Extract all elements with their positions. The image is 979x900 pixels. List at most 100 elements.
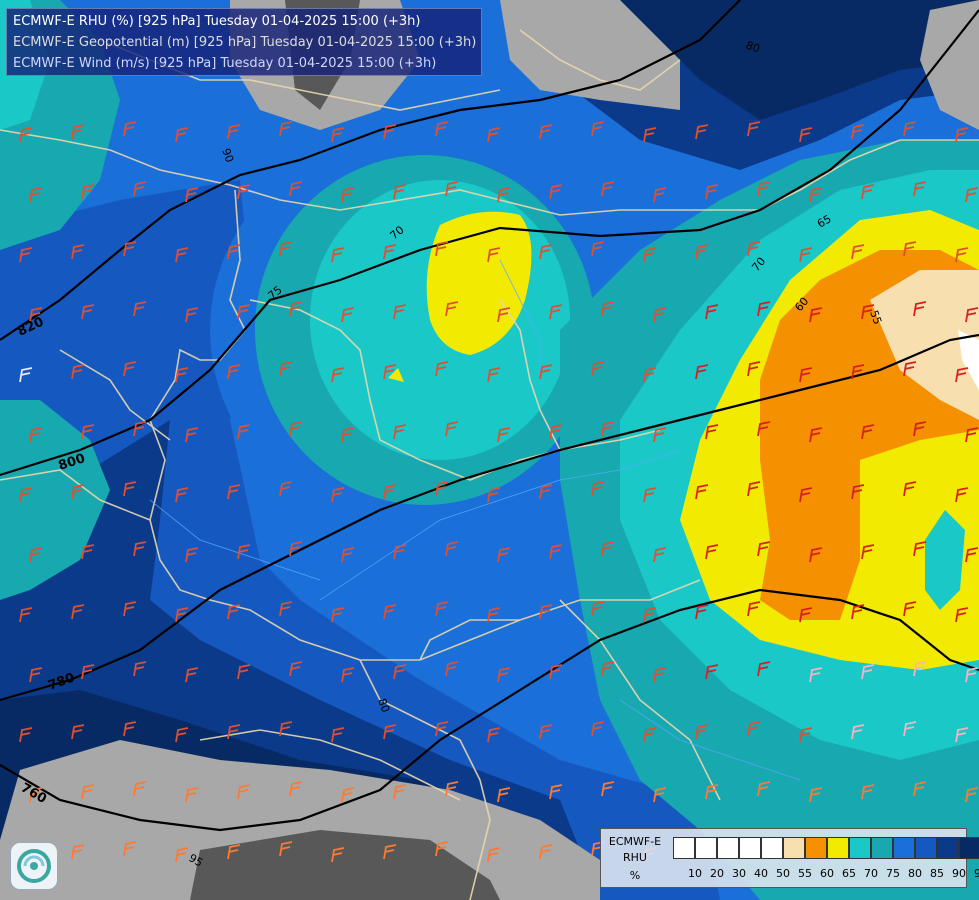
wind-barb <box>747 361 761 377</box>
wind-barb <box>643 127 657 143</box>
wind-barb <box>861 664 875 680</box>
wind-barb <box>497 427 511 443</box>
wind-barb <box>955 367 969 383</box>
wind-barb <box>643 607 657 623</box>
wind-barb <box>601 661 615 677</box>
wind-barb <box>903 241 917 257</box>
wind-barb <box>393 304 407 320</box>
legend-swatch <box>915 837 937 859</box>
wind-barb <box>913 421 927 437</box>
wind-barb <box>133 421 147 437</box>
wind-barb <box>81 664 95 680</box>
wind-barb <box>757 421 771 437</box>
wind-barb <box>653 307 667 323</box>
wind-barb <box>123 841 137 857</box>
legend-swatch <box>893 837 915 859</box>
legend-swatch <box>739 837 761 859</box>
wind-barb <box>341 187 355 203</box>
wind-barb <box>809 427 823 443</box>
wind-barb <box>705 544 719 560</box>
rhu-label-80b: 80 <box>375 697 392 715</box>
rhu-70-pocket-se <box>925 510 965 610</box>
wind-barb <box>539 484 553 500</box>
wind-barb <box>861 304 875 320</box>
wind-barb <box>81 424 95 440</box>
wind-barb <box>445 181 459 197</box>
wind-barb <box>71 844 85 860</box>
wind-barb <box>19 367 33 383</box>
wind-barb <box>601 181 615 197</box>
wind-barb <box>705 664 719 680</box>
wind-barb <box>445 301 459 317</box>
wind-barb <box>487 127 501 143</box>
wind-barb <box>279 601 293 617</box>
wind-barb <box>487 727 501 743</box>
wind-barb <box>955 727 969 743</box>
legend-tick: 90 <box>952 867 966 880</box>
wind-barb <box>851 604 865 620</box>
rhu-contour-labels: 90 80 75 70 70 65 60 55 95 80 <box>187 39 885 870</box>
wind-barb <box>653 667 667 683</box>
wind-barb <box>965 307 979 323</box>
wind-barb <box>175 247 189 263</box>
wind-barb <box>965 787 979 803</box>
wind-barb <box>705 424 719 440</box>
wind-barb <box>601 781 615 797</box>
wind-barb <box>393 544 407 560</box>
wind-barb <box>445 781 459 797</box>
wind-barb <box>497 187 511 203</box>
wind-barb <box>861 784 875 800</box>
wind-barb <box>279 361 293 377</box>
legend-tick: 70 <box>864 867 878 880</box>
wind-barb <box>539 364 553 380</box>
wind-barb <box>653 547 667 563</box>
wind-barb <box>237 424 251 440</box>
wind-barb <box>861 544 875 560</box>
wind-barb <box>487 847 501 863</box>
wind-barb <box>29 187 43 203</box>
wind-barb <box>601 541 615 557</box>
wind-barb <box>799 607 813 623</box>
wind-barb <box>435 841 449 857</box>
wind-barb <box>445 661 459 677</box>
contour-820 <box>0 0 741 341</box>
wind-barb <box>695 724 709 740</box>
wind-barb <box>331 367 345 383</box>
wind-barb <box>549 664 563 680</box>
legend-swatches <box>673 837 979 859</box>
wind-barb <box>747 721 761 737</box>
wind-barb <box>393 424 407 440</box>
legend-tick: 55 <box>798 867 812 880</box>
legend-tick: 85 <box>930 867 944 880</box>
wind-barb <box>445 421 459 437</box>
wind-barb <box>965 187 979 203</box>
wind-barb <box>29 667 43 683</box>
wind-barb <box>331 727 345 743</box>
wind-barb <box>133 781 147 797</box>
wind-barb <box>279 481 293 497</box>
rhu-50-zone-east <box>958 330 979 390</box>
wind-barb <box>341 787 355 803</box>
wind-barb <box>695 124 709 140</box>
title-rhu: ECMWF-E RHU (%) [925 hPa] Tuesday 01-04-… <box>13 14 421 29</box>
wind-barb <box>653 787 667 803</box>
wind-barb <box>861 424 875 440</box>
wind-barb <box>809 547 823 563</box>
wind-barb <box>237 184 251 200</box>
wind-barb <box>757 781 771 797</box>
wind-barb <box>549 784 563 800</box>
rhu-65-dot <box>388 368 404 382</box>
wind-barb <box>913 661 927 677</box>
wind-barb <box>133 661 147 677</box>
wind-barb <box>331 487 345 503</box>
wind-barb <box>71 724 85 740</box>
wind-barb <box>29 307 43 323</box>
wind-barb <box>133 181 147 197</box>
wind-barb <box>955 127 969 143</box>
wind-barb <box>903 121 917 137</box>
wind-barb <box>913 301 927 317</box>
wind-barb <box>747 601 761 617</box>
wind-barb <box>851 484 865 500</box>
contour-760 <box>0 588 979 832</box>
wind-barb <box>653 187 667 203</box>
